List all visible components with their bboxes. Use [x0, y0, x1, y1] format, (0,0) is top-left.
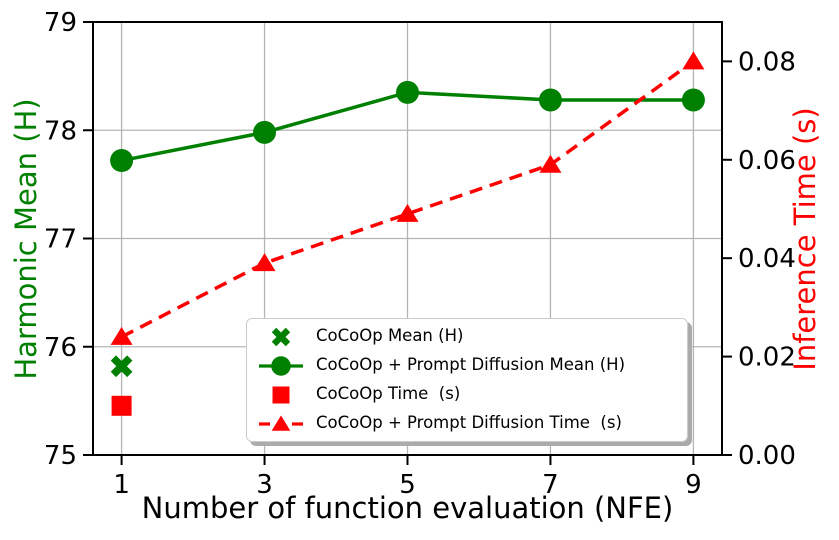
x-marker — [110, 355, 133, 378]
x-axis-label: Number of function evaluation (NFE) — [141, 491, 674, 525]
triangle-marker — [110, 326, 133, 345]
y-axis-left-tick-label: 75 — [44, 441, 77, 471]
circle-marker — [253, 120, 277, 144]
triangle-marker — [682, 51, 705, 70]
legend-label: CoCoOp Time (s) — [316, 384, 461, 404]
x-marker — [271, 327, 291, 346]
legend-item: CoCoOp + Prompt Diffusion Time (s) — [257, 410, 681, 438]
circle-marker — [681, 88, 705, 112]
legend-item: CoCoOp Mean (H) — [257, 323, 681, 351]
y-axis-left-tick-label: 79 — [44, 8, 77, 38]
y-axis-right-label: Inference Time (s) — [788, 107, 822, 371]
y-axis-right-tick-label: 0.02 — [738, 343, 796, 373]
x-axis-tick-label: 7 — [542, 470, 559, 500]
y-axis-left-label: Harmonic Mean (H) — [9, 98, 43, 380]
legend-handle-X-icon — [271, 327, 291, 346]
triangle-marker — [271, 415, 291, 431]
legend-label: CoCoOp Mean (H) — [316, 326, 464, 346]
legend-item: CoCoOp Time (s) — [257, 381, 681, 409]
y-axis-right-tick-label: 0.08 — [738, 47, 796, 77]
circle-marker — [538, 88, 562, 112]
legend: CoCoOp Mean (H) CoCoOp + Prompt Diffusion… — [246, 318, 688, 442]
legend-handle-square-icon — [272, 386, 290, 403]
y-axis-left-tick-label: 76 — [44, 333, 77, 363]
x-axis-tick-label: 3 — [256, 470, 273, 500]
x-axis-tick-label: 9 — [685, 470, 702, 500]
legend-label: CoCoOp + Prompt Diffusion Mean (H) — [316, 355, 626, 375]
circle-marker — [271, 355, 291, 376]
triangle-marker — [253, 253, 276, 272]
triangle-marker — [396, 203, 419, 222]
square-marker — [111, 395, 132, 416]
x-axis-tick-label: 1 — [113, 470, 130, 500]
circle-marker — [110, 149, 134, 173]
y-axis-left-tick-label: 77 — [44, 225, 77, 255]
legend-handle-circle-icon — [259, 355, 303, 376]
triangle-marker — [539, 154, 562, 173]
series-line — [120, 59, 695, 339]
x-marker-bar — [271, 327, 291, 346]
legend-item: CoCoOp + Prompt Diffusion Mean (H) — [257, 352, 681, 380]
x-marker-bar — [110, 355, 133, 378]
legend-handle-triangle-icon — [259, 415, 303, 431]
y-axis-left-tick-label: 78 — [44, 116, 77, 146]
circle-marker — [396, 80, 419, 104]
x-axis-tick-label: 5 — [399, 470, 416, 500]
y-axis-right-tick-label: 0.06 — [738, 146, 796, 176]
y-axis-right-tick-label: 0.04 — [738, 244, 796, 274]
legend-label: CoCoOp + Prompt Diffusion Time (s) — [316, 413, 622, 433]
square-marker — [272, 386, 290, 403]
y-axis-right-tick-label: 0.00 — [738, 441, 796, 471]
